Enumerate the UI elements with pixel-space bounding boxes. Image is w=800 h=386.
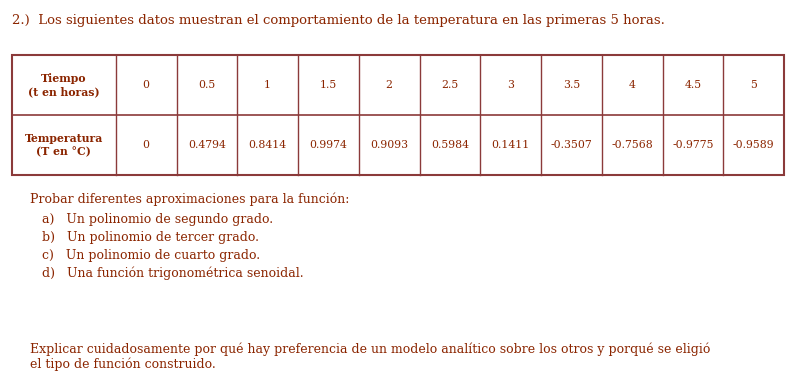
Text: Tiempo
(t en horas): Tiempo (t en horas) [28,73,100,97]
Text: 0.1411: 0.1411 [491,140,530,150]
Text: -0.7568: -0.7568 [611,140,653,150]
Text: 0.9974: 0.9974 [310,140,347,150]
Text: Temperatura
(T en °C): Temperatura (T en °C) [25,133,103,157]
Text: 5: 5 [750,80,757,90]
Text: Explicar cuidadosamente por qué hay preferencia de un modelo analítico sobre los: Explicar cuidadosamente por qué hay pref… [30,342,710,371]
Text: -0.3507: -0.3507 [550,140,592,150]
Text: 0.5: 0.5 [198,80,215,90]
Text: 0: 0 [142,140,150,150]
Text: 2.5: 2.5 [442,80,458,90]
Text: 0: 0 [142,80,150,90]
Text: Probar diferentes aproximaciones para la función:: Probar diferentes aproximaciones para la… [30,193,350,207]
Text: 0.4794: 0.4794 [188,140,226,150]
Text: a)   Un polinomio de segundo grado.: a) Un polinomio de segundo grado. [42,213,273,226]
Text: d)   Una función trigonométrica senoidal.: d) Una función trigonométrica senoidal. [42,267,304,281]
Text: 2: 2 [386,80,393,90]
Text: c)   Un polinomio de cuarto grado.: c) Un polinomio de cuarto grado. [42,249,260,262]
Text: 1.5: 1.5 [320,80,337,90]
Text: 0.9093: 0.9093 [370,140,408,150]
Text: -0.9775: -0.9775 [672,140,714,150]
Text: 0.8414: 0.8414 [249,140,286,150]
Text: 4.5: 4.5 [684,80,702,90]
Text: 0.5984: 0.5984 [431,140,469,150]
Text: -0.9589: -0.9589 [733,140,774,150]
Text: 1: 1 [264,80,271,90]
Text: 3.5: 3.5 [562,80,580,90]
Text: 2.)  Los siguientes datos muestran el comportamiento de la temperatura en las pr: 2.) Los siguientes datos muestran el com… [12,14,665,27]
Text: 4: 4 [629,80,635,90]
Bar [12,55,784,175]
Text: b)   Un polinomio de tercer grado.: b) Un polinomio de tercer grado. [42,231,259,244]
Text: 3: 3 [507,80,514,90]
